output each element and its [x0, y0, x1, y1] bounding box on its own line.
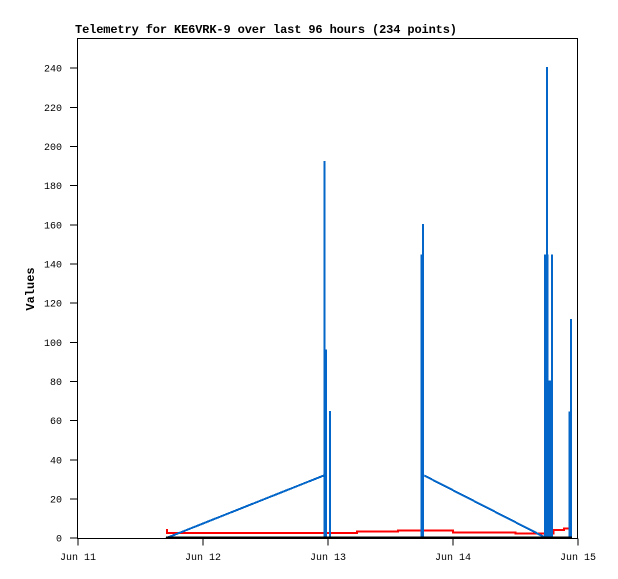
- svg-text:Jun 15: Jun 15: [560, 553, 596, 564]
- svg-text:Jun 13: Jun 13: [310, 553, 346, 564]
- svg-text:120: 120: [44, 300, 62, 311]
- svg-text:220: 220: [44, 104, 62, 115]
- svg-text:20: 20: [50, 496, 62, 507]
- svg-text:40: 40: [50, 456, 62, 467]
- svg-text:180: 180: [44, 182, 62, 193]
- svg-text:Jun 14: Jun 14: [435, 553, 471, 564]
- svg-text:Jun 11: Jun 11: [60, 553, 96, 564]
- svg-text:240: 240: [44, 65, 62, 76]
- svg-text:Telemetry for KE6VRK-9 over la: Telemetry for KE6VRK-9 over last 96 hour…: [75, 23, 457, 37]
- svg-text:0: 0: [56, 535, 62, 546]
- svg-text:140: 140: [44, 261, 62, 272]
- svg-text:160: 160: [44, 221, 62, 232]
- svg-text:60: 60: [50, 417, 62, 428]
- svg-text:Values: Values: [24, 267, 38, 310]
- svg-text:100: 100: [44, 339, 62, 350]
- svg-text:200: 200: [44, 143, 62, 154]
- svg-text:80: 80: [50, 378, 62, 389]
- svg-text:Jun 12: Jun 12: [185, 553, 221, 564]
